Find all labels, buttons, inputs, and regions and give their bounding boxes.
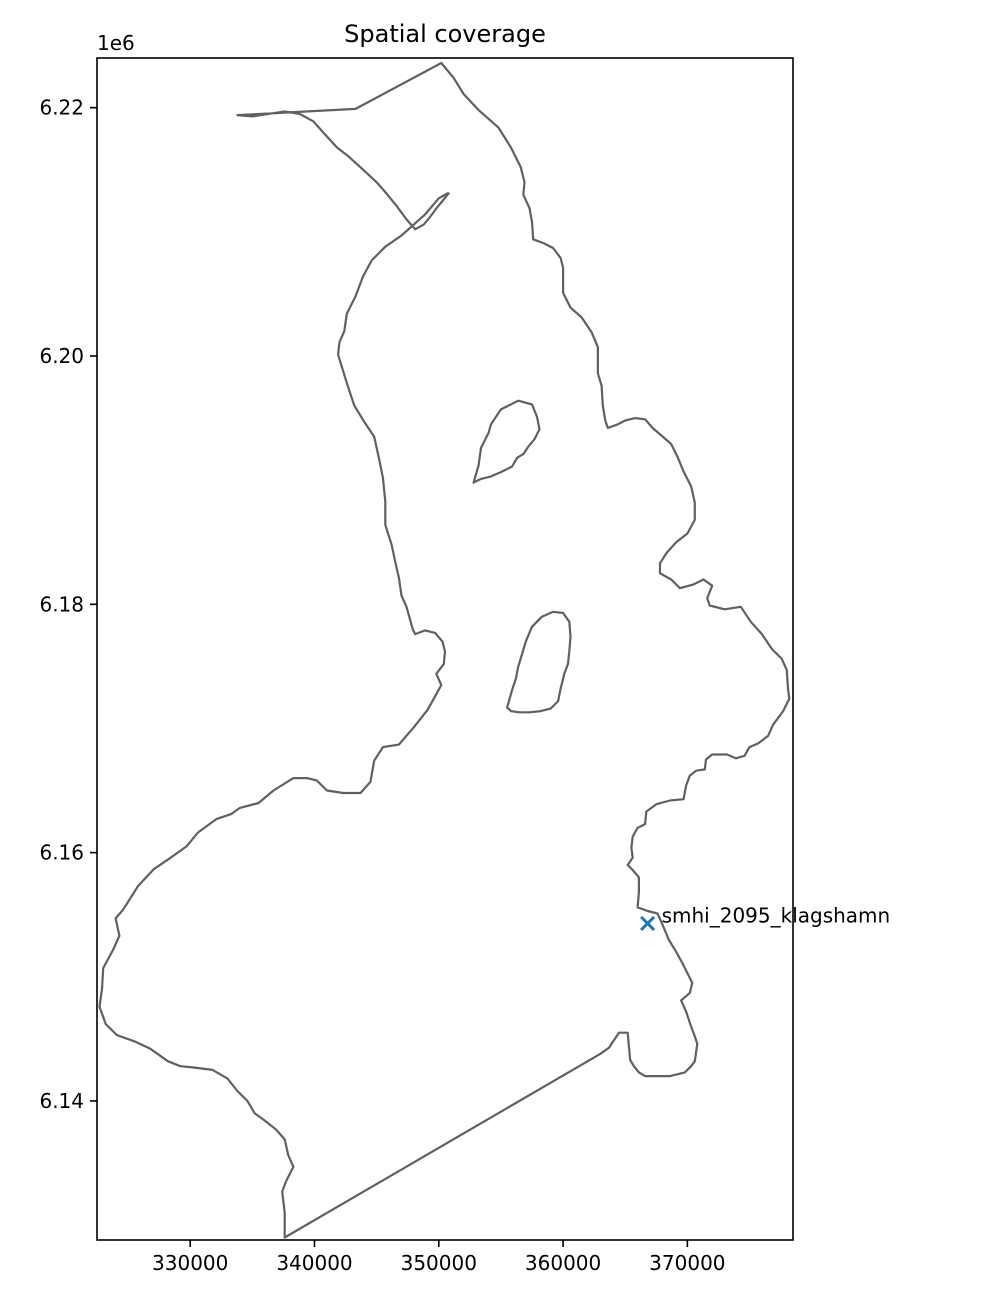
island-outline-2 [506,610,572,714]
axes-frame [96,57,794,1241]
station-marker-stroke-b [640,915,656,931]
y-tick-label-3: 6.20 [39,344,84,368]
plot-area: smhi_2095_klagshamn [98,61,891,1239]
y-tick-label-2: 6.18 [39,592,84,616]
island-outline-1 [472,399,541,484]
x-tick-label-4: 370000 [649,1251,725,1275]
y-tick-label-0: 6.14 [39,1089,84,1113]
coastline-outline-0 [98,61,791,1239]
x-axis: 330000 340000 350000 360000 370000 [152,1240,726,1275]
y-axis: 6.14 6.16 6.18 6.20 6.22 [39,96,97,1113]
x-tick-label-1: 340000 [276,1251,352,1275]
station-marker-0 [640,915,656,931]
y-axis-offset-label: 1e6 [97,31,135,55]
y-tick-label-4: 6.22 [39,96,84,120]
x-tick-label-3: 360000 [525,1251,601,1275]
x-tick-label-2: 350000 [401,1251,477,1275]
station-label-0: smhi_2095_klagshamn [662,903,891,927]
chart-title: Spatial coverage [344,20,546,48]
y-tick-label-1: 6.16 [39,841,84,865]
x-tick-label-0: 330000 [152,1251,228,1275]
